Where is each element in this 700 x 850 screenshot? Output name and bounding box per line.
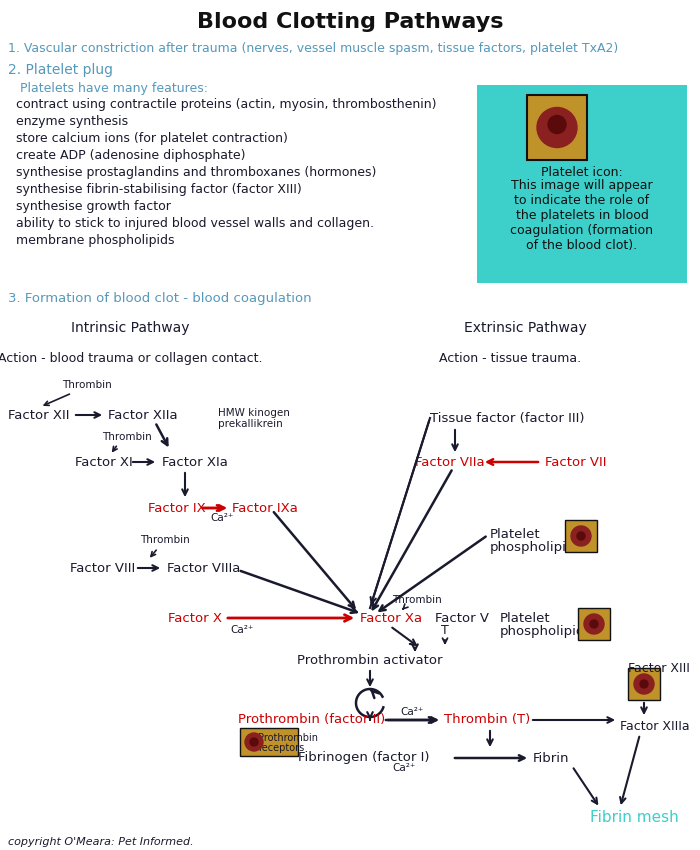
Text: enzyme synthesis: enzyme synthesis	[8, 115, 128, 128]
Circle shape	[584, 614, 604, 634]
Text: synthesise growth factor: synthesise growth factor	[8, 200, 171, 212]
Text: Thrombin: Thrombin	[102, 432, 152, 442]
Text: Factor XIIa: Factor XIIa	[108, 409, 178, 422]
Text: Factor XIII: Factor XIII	[628, 661, 690, 675]
Circle shape	[634, 674, 654, 694]
Text: prekallikrein: prekallikrein	[218, 419, 283, 429]
Bar	[477, 85, 687, 283]
Text: Platelets have many features:: Platelets have many features:	[8, 82, 208, 94]
Bar	[565, 520, 597, 552]
Text: Factor VIII: Factor VIII	[70, 562, 135, 575]
Text: synthesise fibrin-stabilising factor (factor XIII): synthesise fibrin-stabilising factor (fa…	[8, 183, 302, 196]
Text: receptors: receptors	[258, 743, 304, 753]
Text: Intrinsic Pathway: Intrinsic Pathway	[71, 321, 189, 335]
Text: Factor XII: Factor XII	[8, 409, 69, 422]
Circle shape	[640, 680, 648, 688]
Text: synthesise prostaglandins and thromboxanes (hormones): synthesise prostaglandins and thromboxan…	[8, 166, 377, 178]
Text: copyright O'Meara: Pet Informed.: copyright O'Meara: Pet Informed.	[8, 837, 194, 847]
Circle shape	[548, 116, 566, 133]
Text: contract using contractile proteins (actin, myosin, thrombosthenin): contract using contractile proteins (act…	[8, 98, 437, 110]
Text: Action - tissue trauma.: Action - tissue trauma.	[439, 352, 581, 365]
Text: Prothrombin (factor II): Prothrombin (factor II)	[238, 713, 385, 727]
Text: Platelet: Platelet	[490, 529, 540, 541]
Text: Factor Xa: Factor Xa	[360, 611, 422, 625]
Circle shape	[577, 532, 585, 540]
Text: Fibrinogen (factor I): Fibrinogen (factor I)	[298, 751, 430, 764]
Text: Thrombin: Thrombin	[140, 535, 190, 545]
Text: Factor VII: Factor VII	[545, 456, 606, 468]
Text: Ca²⁺: Ca²⁺	[400, 707, 424, 717]
Text: to indicate the role of: to indicate the role of	[514, 194, 650, 207]
Circle shape	[537, 107, 577, 148]
Text: 3. Formation of blood clot - blood coagulation: 3. Formation of blood clot - blood coagu…	[8, 292, 312, 304]
Text: Action - blood trauma or collagen contact.: Action - blood trauma or collagen contac…	[0, 352, 262, 365]
Text: Fibrin: Fibrin	[533, 751, 570, 764]
Text: Ca²⁺: Ca²⁺	[392, 763, 415, 773]
Text: Factor XI: Factor XI	[75, 456, 133, 468]
Text: Prothrombin activator: Prothrombin activator	[298, 654, 442, 666]
Text: phospholipids: phospholipids	[500, 625, 592, 638]
Text: coagulation (formation: coagulation (formation	[510, 224, 654, 236]
Text: create ADP (adenosine diphosphate): create ADP (adenosine diphosphate)	[8, 149, 246, 162]
Text: Factor V: Factor V	[435, 611, 489, 625]
Circle shape	[590, 620, 598, 628]
Circle shape	[245, 733, 263, 751]
Text: Factor X: Factor X	[168, 611, 222, 625]
Text: Thrombin: Thrombin	[392, 595, 442, 605]
Text: Factor IXa: Factor IXa	[232, 502, 298, 514]
Bar	[527, 95, 587, 160]
Text: phospholipids: phospholipids	[490, 541, 582, 554]
Text: This image will appear: This image will appear	[511, 178, 653, 191]
Text: Platelet: Platelet	[500, 611, 551, 625]
Bar	[578, 608, 610, 640]
Text: Factor XIa: Factor XIa	[162, 456, 228, 468]
Text: Extrinsic Pathway: Extrinsic Pathway	[463, 321, 587, 335]
Text: T: T	[441, 624, 449, 637]
Text: Factor IX: Factor IX	[148, 502, 206, 514]
Text: Tissue factor (factor III): Tissue factor (factor III)	[430, 411, 584, 424]
Text: ability to stick to injured blood vessel walls and collagen.: ability to stick to injured blood vessel…	[8, 217, 374, 230]
Text: Thrombin (T): Thrombin (T)	[444, 713, 531, 727]
Text: of the blood clot).: of the blood clot).	[526, 239, 638, 252]
Text: Platelet icon:: Platelet icon:	[541, 166, 623, 178]
Text: Prothrombin: Prothrombin	[258, 733, 318, 743]
Text: Factor XIIIa: Factor XIIIa	[620, 719, 690, 733]
Text: store calcium ions (for platelet contraction): store calcium ions (for platelet contrac…	[8, 132, 288, 144]
Text: the platelets in blood: the platelets in blood	[516, 208, 648, 222]
Text: HMW kinogen: HMW kinogen	[218, 408, 290, 418]
Circle shape	[250, 738, 258, 746]
Bar	[628, 668, 660, 700]
Circle shape	[571, 526, 591, 546]
Text: Blood Clotting Pathways: Blood Clotting Pathways	[197, 12, 503, 32]
Text: Thrombin: Thrombin	[62, 380, 112, 390]
Text: membrane phospholipids: membrane phospholipids	[8, 234, 174, 246]
Text: Factor VIIIa: Factor VIIIa	[167, 562, 240, 575]
Text: 2. Platelet plug: 2. Platelet plug	[8, 63, 113, 77]
Text: Fibrin mesh: Fibrin mesh	[590, 811, 679, 825]
Text: Factor VIIa: Factor VIIa	[415, 456, 484, 468]
Text: Ca²⁺: Ca²⁺	[210, 513, 233, 523]
Text: 1. Vascular constriction after trauma (nerves, vessel muscle spasm, tissue facto: 1. Vascular constriction after trauma (n…	[8, 42, 618, 54]
Text: Ca²⁺: Ca²⁺	[230, 625, 253, 635]
Bar	[240, 728, 298, 756]
